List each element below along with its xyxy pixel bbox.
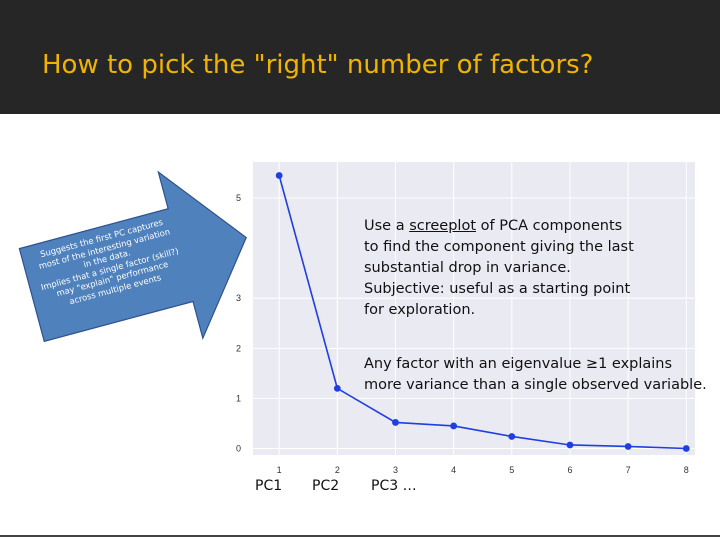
data-point <box>333 384 341 392</box>
data-point <box>508 433 516 440</box>
screeplot-note: Use a screeplot of PCA components to fin… <box>364 218 634 318</box>
data-point <box>392 419 399 426</box>
x-tick-label: 2 <box>335 465 340 475</box>
callout-arrow: Suggests the first PC captures most of t… <box>7 150 274 383</box>
x-tick-label: 7 <box>626 465 631 475</box>
slide-title: How to pick the "right" number of factor… <box>42 50 594 80</box>
series-line <box>278 175 687 450</box>
data-point <box>566 441 574 449</box>
data-point <box>624 443 632 450</box>
grid-lines <box>253 162 695 455</box>
y-tick-label: 0 <box>236 443 241 453</box>
y-tick-label: 3 <box>236 293 241 303</box>
x-tick-label: 5 <box>509 465 514 475</box>
data-point <box>275 172 283 179</box>
x-tick-label: 1 <box>277 465 282 475</box>
eigenvalue-note: Any factor with an eigenvalue ≥1 explain… <box>364 356 707 393</box>
data-point <box>682 445 690 452</box>
x-tick-label: 3 <box>393 465 398 475</box>
y-tick-label: 2 <box>236 343 241 353</box>
x-tick-labels: 1 2 3 4 5 6 7 8 <box>277 465 689 475</box>
x-tick-label: 4 <box>451 465 456 475</box>
y-tick-label: 5 <box>236 193 241 203</box>
pc2-label: PC2 <box>312 478 340 494</box>
x-tick-label: 8 <box>684 465 689 475</box>
bottom-rule <box>0 535 720 537</box>
x-tick-label: 6 <box>567 465 572 475</box>
title-bar <box>0 0 720 114</box>
data-point <box>450 422 458 430</box>
plot-area <box>253 162 695 455</box>
y-tick-labels: 0 1 2 3 5 <box>236 193 241 453</box>
screeplot-term: screeplot <box>409 218 477 234</box>
pc1-label: PC1 <box>255 478 283 494</box>
pc3-label: PC3 … <box>371 478 417 494</box>
data-points <box>275 172 690 452</box>
y-tick-label: 1 <box>236 393 241 403</box>
arrow-shape <box>18 170 247 343</box>
